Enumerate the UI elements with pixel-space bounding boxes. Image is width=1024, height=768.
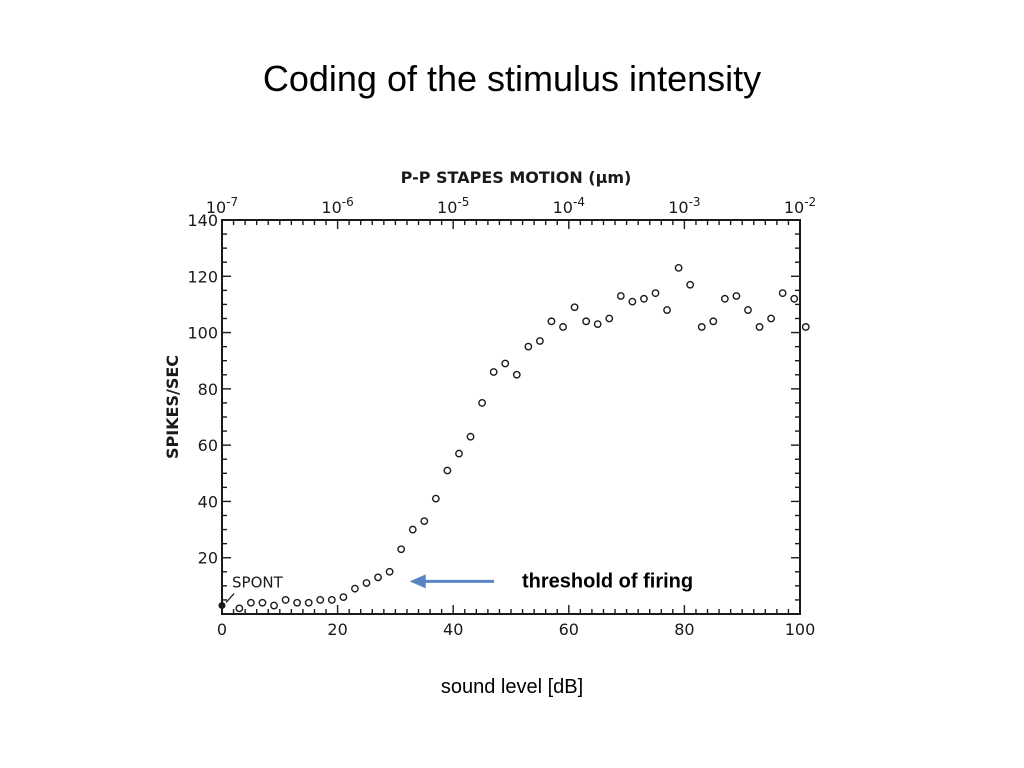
data-point	[605, 314, 614, 323]
data-point	[651, 289, 660, 298]
data-point	[559, 323, 567, 331]
data-point	[258, 598, 267, 607]
data-point	[408, 525, 417, 534]
spont-marker	[218, 602, 226, 610]
data-point	[524, 342, 533, 351]
data-point	[709, 317, 718, 326]
x-tick-label: 100	[785, 620, 816, 639]
data-point	[778, 289, 787, 298]
x-tick-label: 20	[327, 620, 347, 639]
data-point	[443, 466, 452, 475]
chart-ticks	[221, 219, 801, 615]
threshold-arrow-head	[409, 574, 426, 589]
data-point	[362, 579, 371, 587]
data-point	[663, 306, 671, 314]
x-tick-label: 80	[674, 620, 694, 639]
data-point	[570, 303, 579, 312]
data-point	[732, 292, 741, 300]
data-point	[455, 449, 463, 458]
y-tick-label: 40	[198, 492, 218, 511]
top-tick-label: 10-5	[437, 195, 469, 217]
data-point	[351, 584, 359, 593]
data-point	[339, 593, 348, 602]
top-tick-label: 10-7	[206, 195, 238, 217]
data-point	[316, 596, 325, 604]
top-tick-label: 10-3	[668, 195, 700, 217]
data-point	[431, 494, 440, 503]
data-point	[593, 320, 602, 329]
y-tick-label: 100	[187, 324, 218, 343]
data-point	[616, 292, 625, 300]
data-point	[790, 294, 799, 303]
data-point	[674, 263, 683, 272]
threshold-label: threshold of firing	[522, 570, 693, 592]
data-point	[755, 323, 764, 331]
data-point	[640, 294, 648, 303]
data-point	[397, 545, 406, 554]
data-point	[547, 317, 556, 326]
spont-leader	[225, 593, 235, 603]
x-tick-label: 40	[443, 620, 463, 639]
data-point	[478, 399, 486, 407]
data-point	[466, 432, 475, 441]
y-tick-label: 20	[198, 549, 218, 568]
x-tick-label: 0	[217, 620, 227, 639]
data-point	[697, 323, 706, 331]
plot-frame	[221, 219, 801, 615]
x-axis-caption: sound level [dB]	[440, 676, 584, 698]
y-tick-label: 120	[187, 267, 218, 286]
data-point	[246, 598, 255, 607]
top-axis-title: P-P STAPES MOTION (μm)	[401, 168, 632, 187]
data-point	[327, 596, 336, 604]
data-point	[235, 604, 244, 613]
data-point	[628, 297, 637, 306]
top-tick-label: 10-2	[784, 195, 816, 217]
chart-points	[235, 263, 810, 613]
chart-annotations: SPONT threshold of firing	[218, 570, 693, 610]
data-point	[293, 598, 302, 607]
data-point	[801, 323, 810, 331]
data-point	[270, 601, 278, 610]
data-point	[281, 596, 290, 604]
chart-frame	[221, 219, 801, 615]
data-point	[304, 598, 313, 607]
data-point	[385, 567, 394, 576]
top-tick-label: 10-4	[553, 195, 585, 217]
slide-title: Coding of the stimulus intensity	[262, 58, 762, 99]
y-tick-label: 60	[198, 436, 218, 455]
data-point	[686, 280, 695, 289]
data-point	[582, 317, 591, 326]
data-point	[420, 517, 429, 526]
data-point	[501, 359, 510, 368]
top-tick-label: 10-6	[321, 195, 353, 217]
data-point	[489, 368, 498, 376]
data-point	[767, 314, 775, 323]
y-axis-title: SPIKES/SEC	[163, 355, 182, 459]
data-point	[720, 294, 729, 303]
data-point	[536, 337, 544, 345]
x-tick-label: 60	[559, 620, 579, 639]
y-tick-label: 80	[198, 380, 218, 399]
data-point	[374, 573, 382, 582]
data-point	[744, 306, 752, 314]
spont-label: SPONT	[232, 574, 284, 592]
data-point	[512, 370, 521, 379]
y-tick-label: 140	[187, 211, 218, 230]
